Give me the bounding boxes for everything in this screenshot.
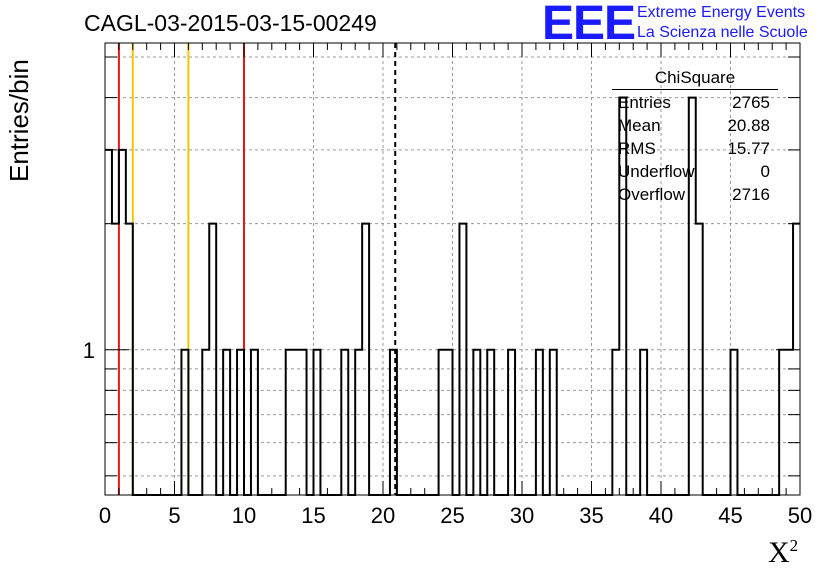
stats-row-mean: Mean 20.88	[618, 116, 770, 135]
grid	[105, 43, 800, 495]
x-tick-label: 10	[232, 503, 256, 528]
stats-row-overflow: Overflow 2716	[618, 185, 770, 204]
y-tick-label: 1	[83, 338, 95, 363]
eee-logo: EEE	[542, 0, 636, 50]
x-tick-label: 35	[579, 503, 603, 528]
stats-row-entries: Entries 2765	[618, 93, 770, 112]
stats-title: ChiSquare	[612, 68, 778, 90]
logo-line-2: La Scienza nelle Scuole	[637, 24, 808, 41]
stats-box: ChiSquare Entries 2765 Mean 20.88 RMS 15.77…	[612, 68, 778, 208]
y-axis-label: Entries/bin	[4, 59, 34, 182]
x-tick-label: 0	[99, 503, 111, 528]
axis-ticks	[104, 43, 801, 495]
stats-row-underflow: Underflow 0	[618, 162, 770, 181]
x-tick-label: 30	[510, 503, 534, 528]
tick-labels: 0 5 10 15 20 25 30 35 40 45 50 1	[83, 338, 812, 528]
x-tick-label: 25	[440, 503, 464, 528]
x-tick-label: 15	[301, 503, 325, 528]
x-tick-label: 50	[788, 503, 812, 528]
x-tick-label: 40	[649, 503, 673, 528]
x-axis-label: X2	[768, 536, 799, 569]
logo-line-1: Extreme Energy Events	[637, 4, 806, 21]
x-tick-label: 45	[718, 503, 742, 528]
run-title: CAGL-03-2015-03-15-00249	[84, 10, 377, 36]
x-tick-label: 5	[168, 503, 180, 528]
x-tick-label: 20	[371, 503, 395, 528]
stats-row-rms: RMS 15.77	[618, 139, 770, 158]
